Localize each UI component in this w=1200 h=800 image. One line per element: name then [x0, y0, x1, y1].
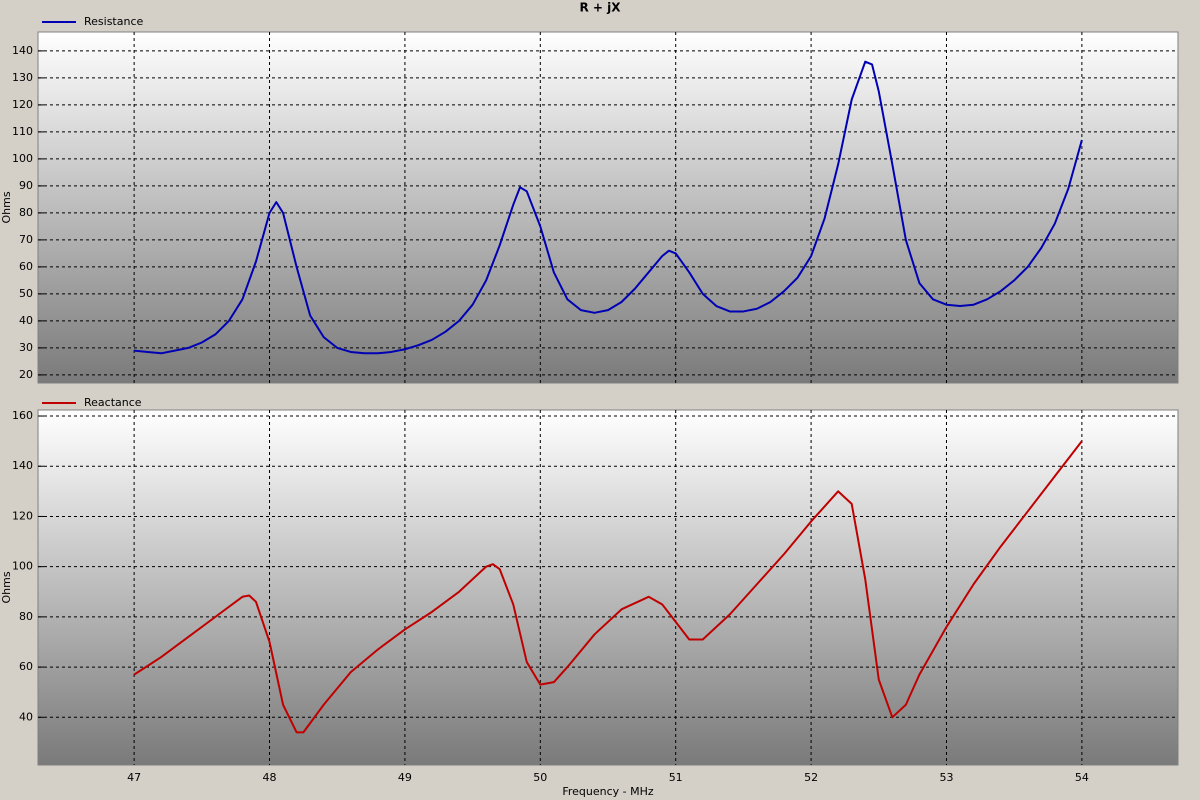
y-tick-label: 30: [19, 341, 33, 354]
y-tick-label: 120: [12, 509, 33, 522]
x-tick-label: 52: [804, 771, 818, 784]
y-tick-label: 80: [19, 206, 33, 219]
y-axis-label: Ohms: [0, 191, 13, 223]
y-tick-label: 110: [12, 125, 33, 138]
y-tick-label: 100: [12, 152, 33, 165]
x-tick-label: 47: [127, 771, 141, 784]
chart-title: R + jX: [579, 1, 621, 15]
legend-label: Resistance: [84, 15, 144, 28]
data-line: [133, 440, 1083, 734]
x-tick-label: 50: [533, 771, 547, 784]
y-tick-label: 70: [19, 233, 33, 246]
y-tick-label: 90: [19, 179, 33, 192]
x-tick-label: 51: [669, 771, 683, 784]
y-tick-label: 140: [12, 44, 33, 57]
data-line: [134, 60, 1083, 355]
y-tick-label: 60: [19, 260, 33, 273]
y-axis-label: Ohms: [0, 571, 13, 603]
plot-area: [37, 409, 1179, 766]
y-tick-label: 40: [19, 314, 33, 327]
y-tick-label: 160: [12, 409, 33, 422]
x-tick-label: 53: [939, 771, 953, 784]
y-tick-label: 120: [12, 98, 33, 111]
x-axis-label: Frequency - MHz: [562, 785, 654, 798]
x-tick-label: 49: [398, 771, 412, 784]
y-tick-label: 60: [19, 660, 33, 673]
plot-area: [37, 31, 1179, 384]
y-tick-label: 130: [12, 71, 33, 84]
y-tick-label: 140: [12, 459, 33, 472]
y-tick-label: 40: [19, 710, 33, 723]
x-tick-label: 54: [1075, 771, 1089, 784]
y-tick-label: 80: [19, 610, 33, 623]
x-tick-label: 48: [263, 771, 277, 784]
y-tick-label: 100: [12, 560, 33, 573]
legend-label: Reactance: [84, 396, 142, 409]
y-tick-label: 20: [19, 368, 33, 381]
y-tick-label: 50: [19, 287, 33, 300]
